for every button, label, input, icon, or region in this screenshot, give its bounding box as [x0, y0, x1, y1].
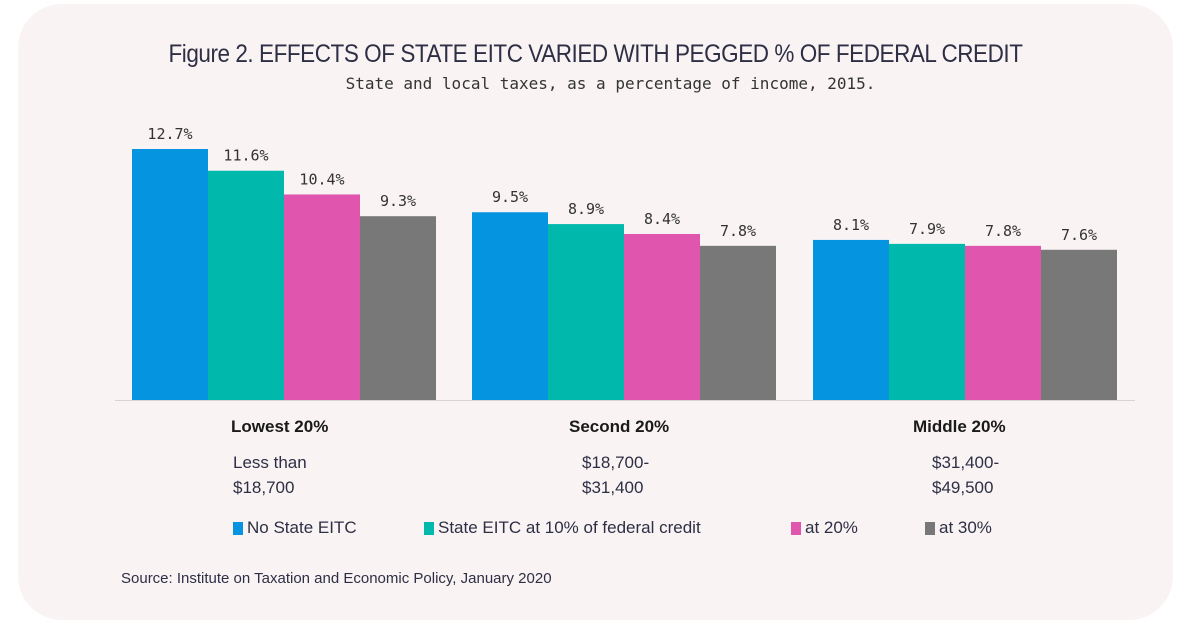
bar	[284, 194, 360, 400]
legend-label: at 20%	[805, 518, 858, 537]
range-line: $49,500	[932, 478, 994, 497]
data-label: 11.6%	[223, 147, 268, 165]
bar	[548, 224, 624, 400]
bar	[1041, 249, 1117, 400]
range-line: $31,400	[582, 478, 644, 497]
bar	[208, 170, 284, 400]
data-label: 7.9%	[909, 220, 945, 238]
bar	[360, 216, 436, 400]
category-range: $31,400- $49,500	[932, 450, 999, 500]
category-label: Middle 20%	[913, 417, 1006, 436]
range-line: Less than	[233, 453, 307, 472]
data-label: 10.4%	[299, 170, 344, 188]
range-line: $18,700	[233, 478, 295, 497]
legend-swatch	[925, 521, 935, 535]
legend-label: at 30%	[939, 518, 992, 537]
legend-swatch	[791, 521, 801, 535]
bar	[965, 245, 1041, 400]
data-label: 8.9%	[568, 200, 604, 218]
data-label: 8.1%	[833, 216, 869, 234]
legend-label: No State EITC	[247, 518, 357, 537]
data-label: 7.8%	[985, 222, 1021, 240]
range-line: $31,400-	[932, 453, 1000, 472]
legend-item: at 20%	[791, 518, 858, 538]
legend-item: at 30%	[925, 518, 992, 538]
category-label: Lowest 20%	[231, 417, 329, 436]
data-label: 9.5%	[492, 188, 528, 206]
bar	[472, 212, 548, 400]
legend-label: State EITC at 10% of federal credit	[438, 518, 701, 537]
bar	[624, 233, 700, 400]
legend-swatch	[233, 521, 243, 535]
data-label: 9.3%	[380, 192, 416, 210]
legend-item: No State EITC	[233, 518, 357, 538]
data-label: 12.7%	[147, 125, 192, 143]
data-label: 7.6%	[1061, 226, 1097, 244]
source-note: Source: Institute on Taxation and Econom…	[121, 570, 552, 587]
legend-item: State EITC at 10% of federal credit	[424, 518, 701, 538]
category-range: $18,700- $31,400	[582, 450, 649, 500]
category-range: Less than $18,700	[233, 450, 307, 500]
bar	[132, 149, 208, 400]
data-label: 8.4%	[644, 210, 680, 228]
chart-subtitle: State and local taxes, as a percentage o…	[345, 74, 876, 93]
bar	[813, 239, 889, 400]
chart-title: Figure 2. EFFECTS OF STATE EITC VARIED W…	[168, 40, 1023, 68]
category-label: Second 20%	[569, 417, 670, 436]
legend-swatch	[424, 521, 434, 535]
range-line: $18,700-	[582, 453, 650, 472]
bar	[700, 245, 776, 400]
bar	[889, 243, 965, 400]
data-label: 7.8%	[720, 222, 756, 240]
